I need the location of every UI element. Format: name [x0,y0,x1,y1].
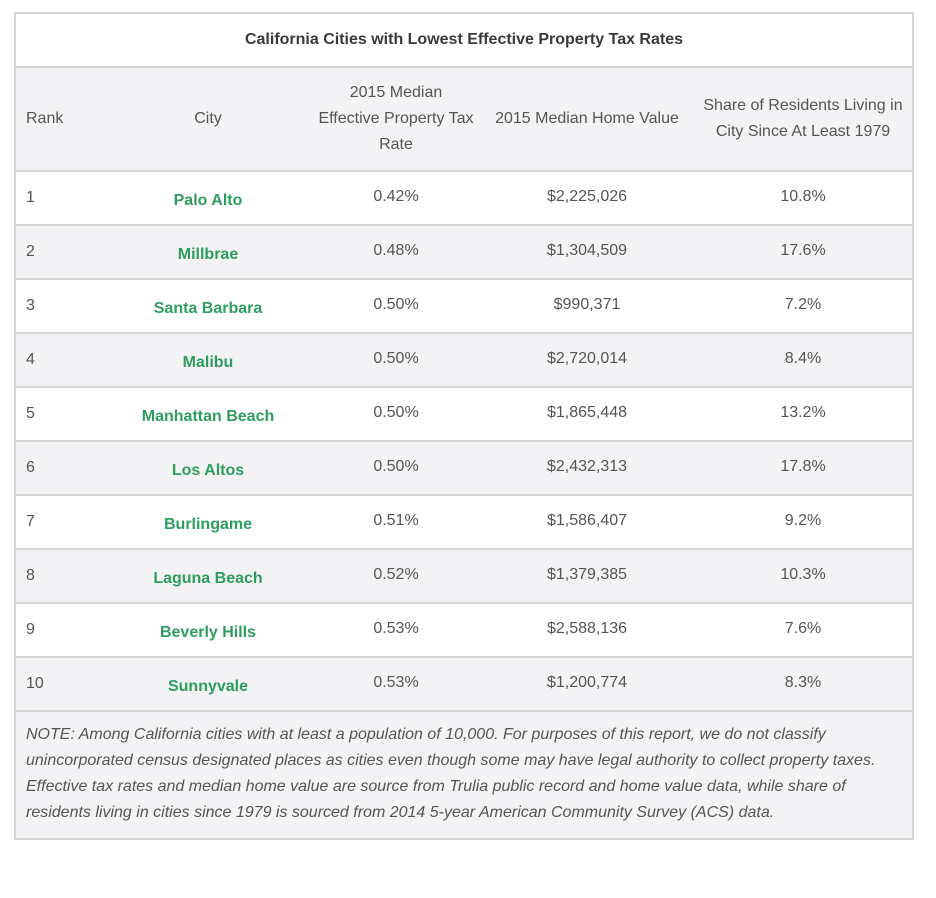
tax-rate-cell: 0.48% [312,225,480,280]
city-cell: Malibu [104,333,312,388]
resident-share-cell: 8.4% [694,333,912,388]
table-row: 7 Burlingame 0.51% $1,586,407 9.2% [16,495,912,550]
home-value-cell: $1,304,509 [480,225,694,280]
tax-rate-cell: 0.51% [312,495,480,550]
city-link[interactable]: Laguna Beach [153,570,263,587]
city-cell: Palo Alto [104,171,312,226]
city-cell: Burlingame [104,495,312,550]
table-row: 5 Manhattan Beach 0.50% $1,865,448 13.2% [16,387,912,442]
city-link[interactable]: Los Altos [171,462,245,479]
resident-share-cell: 7.6% [694,603,912,658]
resident-share-cell: 7.2% [694,279,912,334]
rank-cell: 6 [16,441,104,496]
rank-cell: 8 [16,549,104,604]
resident-share-cell: 8.3% [694,657,912,712]
tax-rate-table-container: California Cities with Lowest Effective … [14,12,914,840]
city-cell: Laguna Beach [104,549,312,604]
home-value-cell: $990,371 [480,279,694,334]
city-cell: Santa Barbara [104,279,312,334]
rank-cell: 3 [16,279,104,334]
table-row: 3 Santa Barbara 0.50% $990,371 7.2% [16,279,912,334]
table-row: 1 Palo Alto 0.42% $2,225,026 10.8% [16,171,912,226]
rank-cell: 1 [16,171,104,226]
header-home-value: 2015 Median Home Value [480,67,694,172]
city-link[interactable]: Burlingame [163,516,252,533]
city-cell: Manhattan Beach [104,387,312,442]
header-resident-share: Share of Residents Living in City Since … [694,67,912,172]
city-link[interactable]: Sunnyvale [167,678,249,695]
city-cell: Los Altos [104,441,312,496]
city-cell: Millbrae [104,225,312,280]
city-link[interactable]: Millbrae [177,246,239,263]
header-city: City [104,67,312,172]
city-link[interactable]: Palo Alto [173,192,243,209]
home-value-cell: $1,200,774 [480,657,694,712]
resident-share-cell: 17.8% [694,441,912,496]
tax-rate-cell: 0.50% [312,333,480,388]
city-link[interactable]: Malibu [182,354,234,371]
tax-rate-cell: 0.50% [312,387,480,442]
tax-rate-cell: 0.52% [312,549,480,604]
city-cell: Sunnyvale [104,657,312,712]
header-tax-rate: 2015 Median Effective Property Tax Rate [312,67,480,172]
home-value-cell: $1,586,407 [480,495,694,550]
tax-rate-cell: 0.42% [312,171,480,226]
table-row: 4 Malibu 0.50% $2,720,014 8.4% [16,333,912,388]
tax-rate-cell: 0.50% [312,279,480,334]
home-value-cell: $2,432,313 [480,441,694,496]
resident-share-cell: 9.2% [694,495,912,550]
table-row: 2 Millbrae 0.48% $1,304,509 17.6% [16,225,912,280]
city-link[interactable]: Manhattan Beach [141,408,275,425]
city-link[interactable]: Santa Barbara [153,300,263,317]
home-value-cell: $2,588,136 [480,603,694,658]
table-row: 10 Sunnyvale 0.53% $1,200,774 8.3% [16,657,912,712]
tax-rate-cell: 0.50% [312,441,480,496]
rank-cell: 9 [16,603,104,658]
rank-cell: 7 [16,495,104,550]
rank-cell: 5 [16,387,104,442]
city-cell: Beverly Hills [104,603,312,658]
header-rank: Rank [16,67,104,172]
rank-cell: 4 [16,333,104,388]
home-value-cell: $2,225,026 [480,171,694,226]
home-value-cell: $1,379,385 [480,549,694,604]
table-row: 9 Beverly Hills 0.53% $2,588,136 7.6% [16,603,912,658]
tax-rate-table: California Cities with Lowest Effective … [16,14,912,712]
resident-share-cell: 10.3% [694,549,912,604]
table-title: California Cities with Lowest Effective … [16,14,912,68]
resident-share-cell: 13.2% [694,387,912,442]
home-value-cell: $2,720,014 [480,333,694,388]
home-value-cell: $1,865,448 [480,387,694,442]
resident-share-cell: 17.6% [694,225,912,280]
resident-share-cell: 10.8% [694,171,912,226]
rank-cell: 10 [16,657,104,712]
city-link[interactable]: Beverly Hills [159,624,257,641]
tax-rate-cell: 0.53% [312,603,480,658]
table-row: 6 Los Altos 0.50% $2,432,313 17.8% [16,441,912,496]
tax-rate-cell: 0.53% [312,657,480,712]
rank-cell: 2 [16,225,104,280]
table-note: NOTE: Among California cities with at le… [16,712,912,838]
table-row: 8 Laguna Beach 0.52% $1,379,385 10.3% [16,549,912,604]
